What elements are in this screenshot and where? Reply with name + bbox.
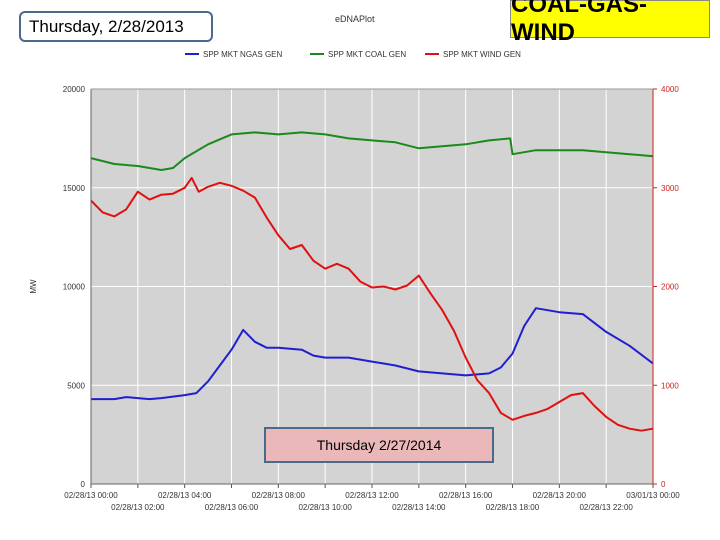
y-right-tick-label: 2000 bbox=[661, 283, 679, 292]
x-tick-label: 02/28/13 08:00 bbox=[252, 491, 306, 500]
y-right-tick-label: 3000 bbox=[661, 184, 679, 193]
plot-area bbox=[90, 88, 654, 485]
y-tick-label: 20000 bbox=[63, 85, 86, 94]
x-tick-label: 02/28/13 12:00 bbox=[345, 491, 399, 500]
x-tick-label: 02/28/13 00:00 bbox=[64, 491, 118, 500]
series-line-3 bbox=[90, 176, 654, 432]
y-right-tick-label: 1000 bbox=[661, 381, 679, 390]
series-line-2 bbox=[90, 131, 654, 171]
x-tick-label: 02/28/13 06:00 bbox=[205, 503, 259, 512]
date-box: Thursday, 2/28/2013 bbox=[19, 11, 213, 42]
legend-label: SPP MKT NGAS GEN bbox=[203, 50, 283, 59]
x-tick-label: 02/28/13 02:00 bbox=[111, 503, 165, 512]
x-tick-label: 02/28/13 20:00 bbox=[533, 491, 587, 500]
app-title: eDNAPlot bbox=[335, 14, 375, 24]
axes: 0 5000 10000 15000 20000 0 1000 2000 3000 4000 02/… bbox=[29, 85, 680, 512]
x-tick-label: 02/28/13 10:00 bbox=[298, 503, 352, 512]
legend-label: SPP MKT WIND GEN bbox=[443, 50, 521, 59]
series-line-1 bbox=[91, 307, 654, 401]
fuel-banner: COAL-GAS-WIND bbox=[510, 0, 710, 46]
x-tick-label: 02/28/13 16:00 bbox=[439, 491, 493, 500]
date-callout: Thursday 2/27/2014 bbox=[264, 427, 494, 463]
y-tick-label: 15000 bbox=[63, 184, 86, 193]
x-tick-label: 02/28/13 18:00 bbox=[486, 503, 540, 512]
y-axis-label: MW bbox=[29, 279, 38, 294]
y-tick-label: 10000 bbox=[63, 283, 86, 292]
date-text: Thursday, 2/28/2013 bbox=[29, 16, 184, 36]
y-tick-label: 0 bbox=[81, 480, 86, 489]
legend-label: SPP MKT COAL GEN bbox=[328, 50, 406, 59]
x-tick-label: 02/28/13 14:00 bbox=[392, 503, 446, 512]
legend: SPP MKT NGAS GEN SPP MKT COAL GEN SPP MKT … bbox=[185, 50, 521, 59]
y-right-tick-label: 4000 bbox=[661, 85, 679, 94]
y-right-tick-label: 0 bbox=[661, 480, 666, 489]
x-tick-label: 02/28/13 22:00 bbox=[579, 503, 633, 512]
x-tick-label: 02/28/13 04:00 bbox=[158, 491, 212, 500]
x-tick-label: 03/01/13 00:00 bbox=[626, 491, 680, 500]
y-tick-label: 5000 bbox=[67, 381, 85, 390]
